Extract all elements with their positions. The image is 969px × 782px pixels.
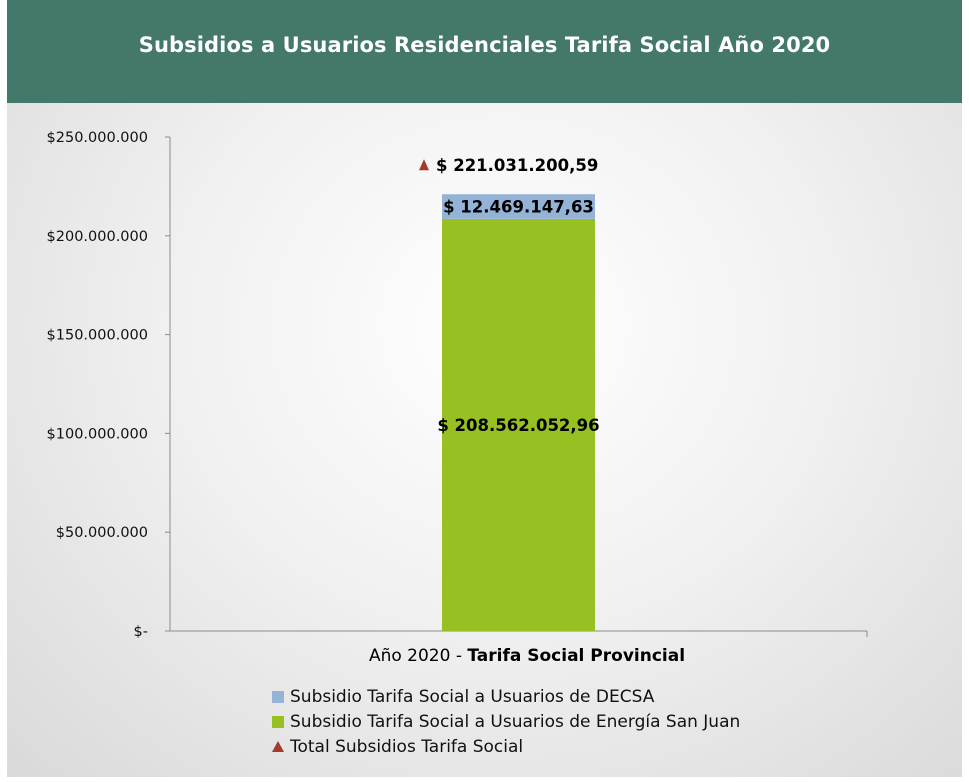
data-label-total: $ 221.031.200,59 (436, 156, 598, 175)
data-label-energia-san-juan: $ 208.562.052,96 (437, 416, 599, 435)
x-category-label-prefix: Año 2020 - (369, 646, 467, 666)
y-tick-label: $50.000.000 (56, 525, 148, 541)
legend-label-total: Total Subsidios Tarifa Social (290, 736, 524, 757)
total-marker-triangle (419, 159, 429, 171)
legend-swatch-energia-san-juan (272, 715, 284, 728)
y-tick-label: $200.000.000 (47, 229, 148, 245)
legend-label-energia-san-juan: Subsidio Tarifa Social a Usuarios de Ene… (290, 711, 741, 732)
legend-item-energia-san-juan: Subsidio Tarifa Social a Usuarios de Ene… (272, 709, 740, 734)
chart-legend: Subsidio Tarifa Social a Usuarios de DEC… (272, 684, 740, 759)
bar-decsa (442, 194, 595, 219)
y-tick-label: $150.000.000 (47, 328, 148, 344)
chart-frame: Subsidios a Usuarios Residenciales Tarif… (7, 0, 962, 777)
legend-item-total: Total Subsidios Tarifa Social (272, 734, 740, 759)
legend-label-decsa: Subsidio Tarifa Social a Usuarios de DEC… (290, 686, 655, 707)
y-tick-label: $- (134, 624, 148, 640)
legend-triangle-icon (272, 741, 284, 752)
chart-header: Subsidios a Usuarios Residenciales Tarif… (7, 0, 962, 103)
bar-energia-san-juan (442, 218, 595, 631)
x-category-label-bold: Tarifa Social Provincial (467, 646, 685, 666)
legend-swatch-decsa (272, 690, 284, 703)
legend-item-decsa: Subsidio Tarifa Social a Usuarios de DEC… (272, 684, 740, 709)
y-tick-label: $100.000.000 (47, 426, 148, 442)
x-category-label: Año 2020 - Tarifa Social Provincial (369, 646, 685, 666)
chart-plot: $- $50.000.000 $100.000.000 $150.000.000 $20… (47, 130, 868, 666)
data-label-decsa: $ 12.469.147,63 (443, 198, 594, 217)
y-tick-label: $250.000.000 (47, 130, 148, 146)
chart-title: Subsidios a Usuarios Residenciales Tarif… (138, 33, 831, 57)
